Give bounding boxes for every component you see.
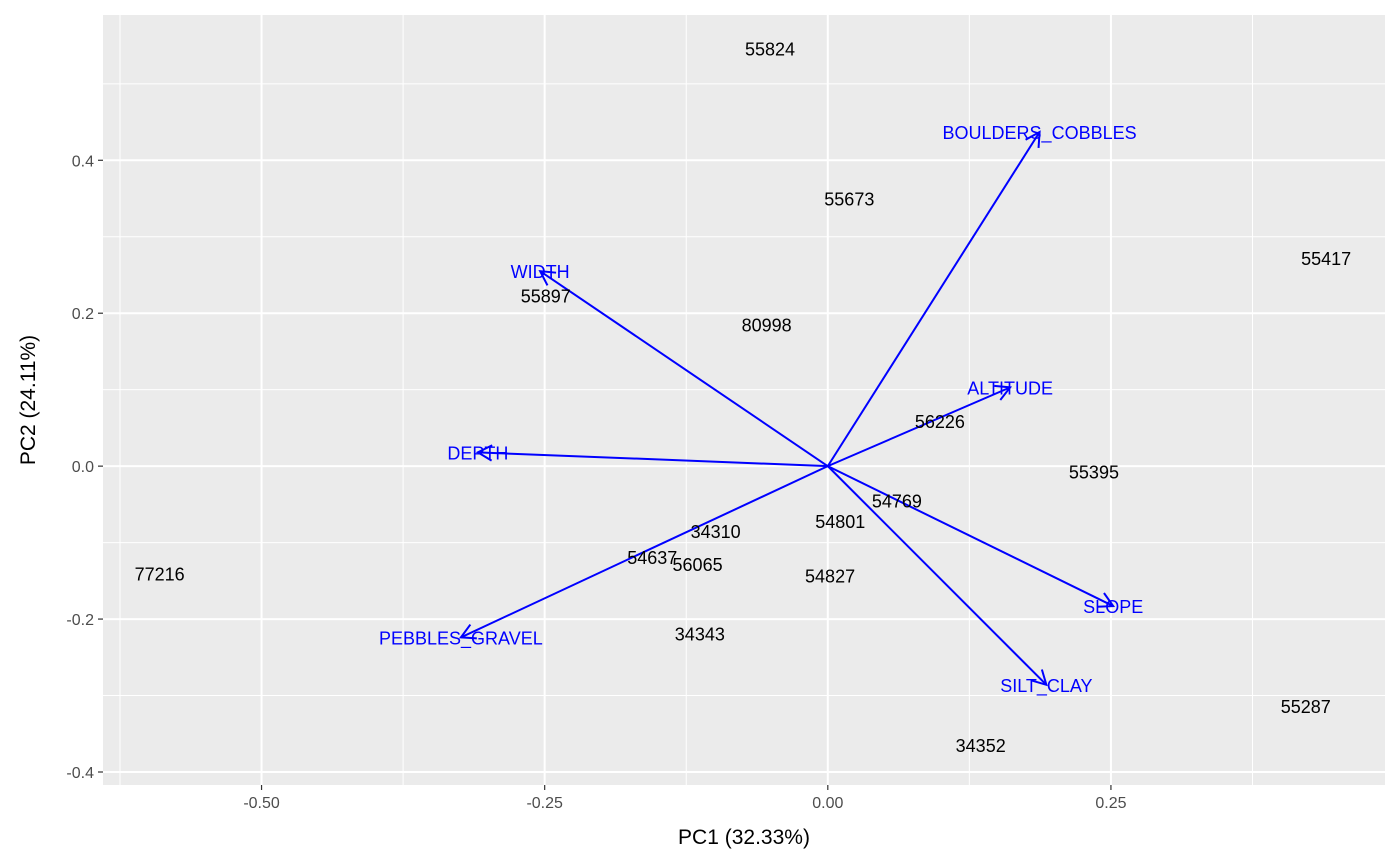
loading-arrow (460, 465, 829, 639)
point-label: 55897 (521, 286, 571, 306)
point-label: 55287 (1281, 697, 1331, 717)
point-label: 54637 (627, 548, 677, 568)
loading-label: SLOPE (1083, 597, 1143, 617)
arrowhead-icon (994, 384, 1013, 401)
loading-label: BOULDERS_COBBLES (943, 123, 1137, 144)
point-label: 54769 (872, 491, 922, 511)
point-label: 55417 (1301, 249, 1351, 269)
loading-label: SILT_CLAY (1000, 676, 1092, 697)
loading-arrow (827, 465, 1048, 686)
point-label: 56065 (673, 555, 723, 575)
x-axis-title: PC1 (32.33%) (678, 826, 810, 849)
point-label: 55824 (745, 39, 795, 59)
y-axis-title: PC2 (24.11%) (17, 335, 40, 465)
loading-arrow (827, 465, 1114, 607)
point-label: 34352 (956, 736, 1006, 756)
loading-arrow (539, 270, 829, 467)
y-tick-label: -0.2 (66, 612, 94, 629)
y-tick-label: -0.4 (66, 765, 94, 782)
arrowhead-icon (1025, 130, 1041, 149)
x-tick-label: -0.25 (526, 795, 563, 812)
loading-label: DEPTH (447, 443, 508, 463)
point-label: 56226 (915, 412, 965, 432)
arrowhead-icon (538, 269, 557, 286)
y-tick-label: 0.0 (72, 459, 94, 476)
point-label: 34343 (675, 624, 725, 644)
point-label: 55673 (824, 189, 874, 209)
point-label: 77216 (135, 565, 185, 585)
loading-arrow (826, 131, 1041, 467)
grid (103, 15, 1385, 785)
point-label: 54827 (805, 566, 855, 586)
point-label: 55395 (1069, 462, 1119, 482)
loading-arrows: BOULDERS_COBBLES WIDTH ALTITUDE DEPTH SLOPE S… (379, 123, 1143, 697)
x-tick-label: -0.50 (243, 795, 280, 812)
point-label: 54801 (815, 512, 865, 532)
loading-label: ALTITUDE (967, 378, 1053, 398)
panel-background (103, 15, 1385, 785)
axes: -0.50 -0.25 0.00 0.25 0.4 0.2 0.0 -0.2 -0.4 (66, 153, 1126, 812)
y-tick-label: 0.2 (72, 306, 94, 323)
x-tick-label: 0.00 (812, 795, 843, 812)
arrowhead-icon (475, 444, 493, 462)
loading-label: PEBBLES_GRAVEL (379, 628, 543, 649)
point-label: 80998 (742, 315, 792, 335)
loading-arrow (827, 386, 1011, 468)
arrowhead-icon (1097, 592, 1116, 608)
arrowhead-icon (1030, 669, 1048, 687)
loading-label: WIDTH (511, 262, 570, 282)
point-label: 34310 (691, 522, 741, 542)
x-tick-label: 0.25 (1095, 795, 1126, 812)
point-labels: 55824 55673 55417 55897 80998 56226 55395 54769… (135, 39, 1352, 756)
loading-arrow (477, 451, 828, 468)
y-tick-label: 0.4 (72, 153, 94, 170)
arrowhead-icon (458, 623, 477, 640)
